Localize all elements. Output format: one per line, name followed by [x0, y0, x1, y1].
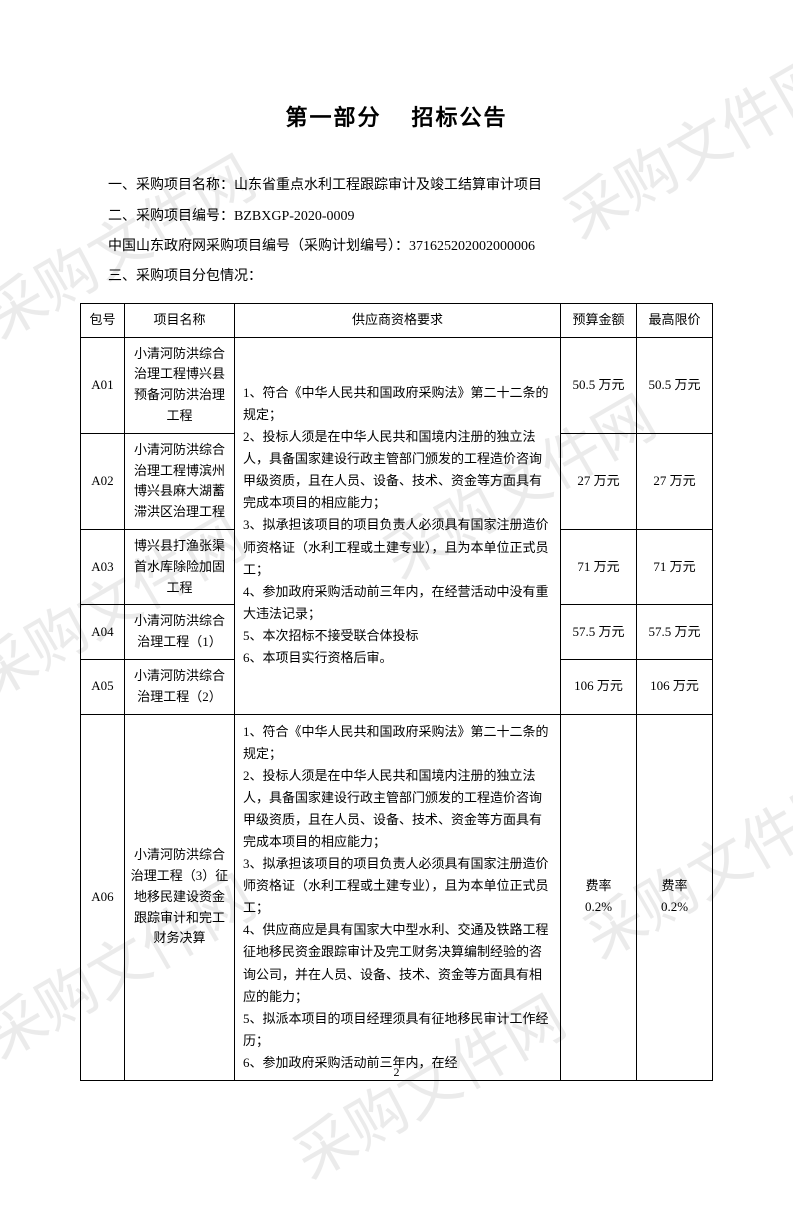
table-header-row: 包号 项目名称 供应商资格要求 预算金额 最高限价 [81, 303, 713, 337]
title-part2: 招标公告 [412, 105, 508, 130]
intro-line-3: 中国山东政府网采购项目编号（采购计划编号）：371625202002000006 [80, 236, 713, 258]
cell-pkg: A03 [81, 529, 125, 604]
intro-line-4: 三、采购项目分包情况： [80, 266, 713, 288]
cell-budget: 27 万元 [561, 433, 637, 529]
cell-pkg: A01 [81, 337, 125, 433]
table-row: A06 小清河防洪综合治理工程（3）征地移民建设资金跟踪审计和完工财务决算 1、… [81, 714, 713, 1081]
cell-pkg: A06 [81, 714, 125, 1081]
cell-max: 27 万元 [637, 433, 713, 529]
cell-max: 71 万元 [637, 529, 713, 604]
header-req: 供应商资格要求 [235, 303, 561, 337]
cell-name: 小清河防洪综合治理工程（3）征地移民建设资金跟踪审计和完工财务决算 [125, 714, 235, 1081]
package-table: 包号 项目名称 供应商资格要求 预算金额 最高限价 A01 小清河防洪综合治理工… [80, 303, 713, 1081]
cell-pkg: A05 [81, 659, 125, 714]
cell-name: 小清河防洪综合治理工程（2） [125, 659, 235, 714]
cell-name: 小清河防洪综合治理工程博兴县预备河防洪治理工程 [125, 337, 235, 433]
cell-pkg: A02 [81, 433, 125, 529]
cell-max: 50.5 万元 [637, 337, 713, 433]
cell-budget: 50.5 万元 [561, 337, 637, 433]
title-part1: 第一部分 [285, 105, 381, 130]
cell-name: 博兴县打渔张渠首水库除险加固工程 [125, 529, 235, 604]
intro-line-1: 一、采购项目名称：山东省重点水利工程跟踪审计及竣工结算审计项目 [80, 175, 713, 197]
cell-requirements-group1: 1、符合《中华人民共和国政府采购法》第二十二条的规定； 2、投标人须是在中华人民… [235, 337, 561, 714]
cell-requirements-group2: 1、符合《中华人民共和国政府采购法》第二十二条的规定； 2、投标人须是在中华人民… [235, 714, 561, 1081]
cell-name: 小清河防洪综合治理工程（1） [125, 605, 235, 660]
cell-name: 小清河防洪综合治理工程博滨州博兴县麻大湖蓄滞洪区治理工程 [125, 433, 235, 529]
cell-budget: 费率 0.2% [561, 714, 637, 1081]
header-max: 最高限价 [637, 303, 713, 337]
intro-block: 一、采购项目名称：山东省重点水利工程跟踪审计及竣工结算审计项目 二、采购项目编号… [80, 175, 713, 289]
page-number: 2 [0, 1063, 793, 1082]
cell-max: 费率 0.2% [637, 714, 713, 1081]
cell-budget: 57.5 万元 [561, 605, 637, 660]
cell-max: 106 万元 [637, 659, 713, 714]
cell-budget: 71 万元 [561, 529, 637, 604]
cell-pkg: A04 [81, 605, 125, 660]
page-title: 第一部分 招标公告 [80, 100, 713, 135]
cell-max: 57.5 万元 [637, 605, 713, 660]
intro-line-2: 二、采购项目编号：BZBXGP-2020-0009 [80, 206, 713, 228]
header-budget: 预算金额 [561, 303, 637, 337]
header-pkg: 包号 [81, 303, 125, 337]
table-row: A01 小清河防洪综合治理工程博兴县预备河防洪治理工程 1、符合《中华人民共和国… [81, 337, 713, 433]
header-name: 项目名称 [125, 303, 235, 337]
cell-budget: 106 万元 [561, 659, 637, 714]
